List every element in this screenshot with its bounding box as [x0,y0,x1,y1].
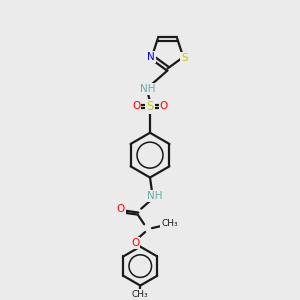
Text: O: O [160,101,168,112]
Text: S: S [146,100,154,113]
Text: CH₃: CH₃ [132,290,148,299]
Text: O: O [132,101,140,112]
Text: O: O [117,204,125,214]
Text: O: O [131,238,140,248]
Text: CH₃: CH₃ [161,219,178,228]
Text: S: S [181,53,188,63]
Text: NH: NH [140,84,156,94]
Text: N: N [147,52,155,62]
Text: NH: NH [147,191,163,201]
